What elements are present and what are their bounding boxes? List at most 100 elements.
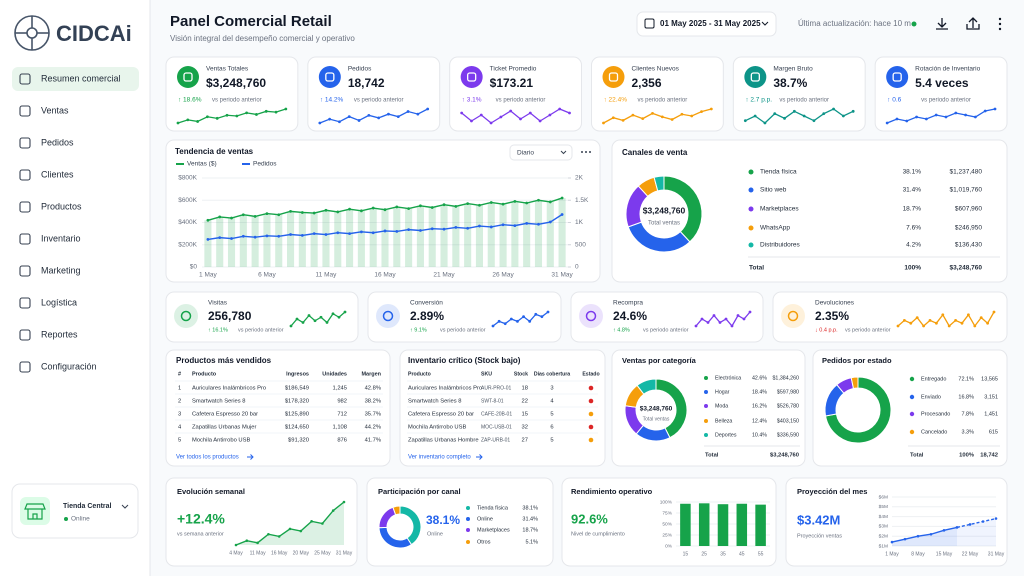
kpi-value: $173.21 [490,76,534,90]
kpi-change: ↑ 18.6% [178,97,202,104]
table-cell: 876 [337,438,347,444]
more-dot[interactable] [585,151,587,153]
y-tick-label: $400K [178,219,197,226]
legend-dot [704,419,708,423]
nav-item[interactable]: Reportes [41,329,78,339]
spark-dot [909,321,913,325]
spark-dot [307,314,311,317]
table-cell: 5 [550,438,553,444]
bar [680,503,691,546]
spark-dot [954,111,958,115]
spark-dot [763,121,767,125]
point [265,234,269,238]
period-select[interactable] [509,144,573,161]
point [218,236,222,240]
spark-dot [700,317,704,321]
point [903,537,907,541]
card-title: Productos más vendidos [176,356,272,365]
table-cell: $186,549 [285,386,309,392]
spark-dot [548,113,552,117]
x-tick-label: 11 May [316,272,338,279]
bar [204,220,212,267]
date-picker[interactable] [636,11,777,37]
nav-item[interactable]: Productos [41,201,82,211]
spark-dot [387,112,390,116]
donut-segment [392,505,401,516]
column-header: Stock [514,371,528,377]
point [442,227,446,231]
big-label: Online [427,531,443,537]
table-cell: 27 [522,438,528,444]
point [359,230,363,234]
spark-dot [347,115,351,119]
more-dot[interactable] [589,151,591,153]
sparkline [290,311,346,327]
date-range: 01 May 2025 - 31 May 2025 [660,19,761,28]
legend-amount: 615 [989,429,998,435]
big-label: vs semana anterior [177,531,224,537]
legend-percent: 18.4% [752,389,767,395]
link[interactable]: Ver todos los productos [176,455,239,461]
legend-percent: 10.4% [752,432,767,438]
point [537,198,540,202]
kpi-glyph [608,72,619,82]
calendar-icon [644,18,655,29]
bar [511,201,519,267]
nav-item[interactable]: Marketing [41,265,81,275]
legend-label: Moda [715,403,728,409]
bar [534,200,543,267]
nav-item[interactable]: Resumen comercial [41,73,121,83]
sidebar [0,0,150,576]
nav-item[interactable]: Pedidos [41,137,74,147]
nav-item[interactable]: Clientes [41,169,74,179]
card-title: Proyección del mes [797,487,867,496]
spark-dot [206,115,209,119]
nav-item[interactable]: Configuración [41,361,97,371]
x-tick-label: 6 May [258,272,276,279]
table-cell: $125,890 [285,412,309,418]
spark-dot [736,314,740,317]
spark-dot [416,112,420,116]
status-dot [588,385,594,391]
spark-dot [922,324,925,328]
share-icon[interactable] [966,17,980,30]
legend-label: Marketplaces [477,527,510,533]
download-icon[interactable] [936,18,948,30]
link[interactable]: Ver inventario completo [408,455,471,461]
big-value: 92.6% [571,511,608,526]
more-dot[interactable] [581,151,583,153]
kpi-change: ↑ 16.1% [208,327,228,333]
legend-amount: $1,237,480 [949,169,982,176]
bar [393,206,401,267]
table-cell: Cafetera Espresso 20 bar [192,412,258,418]
spark-dot [426,107,430,111]
area [236,502,344,545]
spark-dot [709,107,713,111]
spark-dot [903,319,906,322]
nav-item[interactable]: Inventario [41,233,81,243]
legend-amount: $597,980 [777,389,799,395]
point [383,208,387,212]
table-cell: 44.2% [365,425,381,431]
spark-dot [651,111,654,115]
column-header: Unidades [322,371,347,377]
y-tick-label: $3M [879,524,888,530]
spark-dot [979,316,983,319]
table-cell: 6 [550,425,553,431]
nav-item[interactable]: Logística [41,297,77,307]
bar [405,208,413,267]
spark-dot [489,121,493,125]
x-tick-label: 26 May [492,272,514,279]
spark-dot [497,319,501,323]
kpi-change: ↑ 3.1% [462,97,482,104]
legend-dot [704,433,708,437]
donut-center-value: $3,248,760 [640,406,673,413]
spark-dot [479,113,483,117]
big-value: 38.1% [426,513,460,527]
bar [428,207,436,267]
legend-dot [466,506,470,510]
point [981,520,985,523]
nav-item[interactable]: Ventas [41,105,69,115]
more-icon[interactable] [998,17,1002,31]
point [407,228,411,232]
